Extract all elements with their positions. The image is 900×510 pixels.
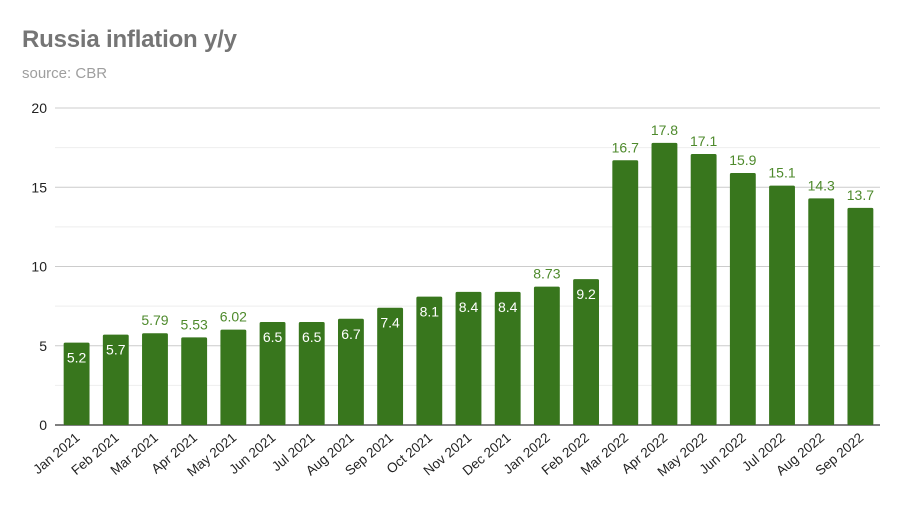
data-label: 5.7 xyxy=(106,342,126,358)
data-label: 8.4 xyxy=(459,299,479,315)
data-label: 15.9 xyxy=(729,152,756,168)
y-tick-label: 15 xyxy=(31,179,47,195)
data-label: 17.8 xyxy=(651,122,678,138)
data-labels: 5.2 5.7 5.79 5.53 6.02 6.5 6.5 6.7 7.4 8.1 8.4 8.4 8… xyxy=(67,122,874,366)
data-label: 5.53 xyxy=(181,316,208,332)
bar xyxy=(494,291,521,425)
bar xyxy=(220,329,247,425)
bar xyxy=(298,321,325,425)
data-label: 8.4 xyxy=(498,299,518,315)
y-tick-label: 5 xyxy=(39,338,47,354)
bar xyxy=(808,198,835,425)
bar xyxy=(63,342,90,425)
data-label: 6.02 xyxy=(220,309,247,325)
bar xyxy=(181,337,208,425)
bar xyxy=(533,286,560,425)
bar xyxy=(612,160,639,425)
bar xyxy=(377,307,404,425)
data-label: 16.7 xyxy=(612,139,639,155)
y-tick-label: 10 xyxy=(31,259,47,275)
data-label: 13.7 xyxy=(847,187,874,203)
bar xyxy=(142,333,168,425)
bar xyxy=(337,318,364,425)
data-label: 7.4 xyxy=(380,315,400,331)
data-label: 6.7 xyxy=(341,326,361,342)
bar xyxy=(573,279,600,425)
bar xyxy=(102,334,129,425)
y-tick-label: 0 xyxy=(39,417,47,433)
data-label: 8.73 xyxy=(533,266,560,282)
data-label: 15.1 xyxy=(768,165,795,181)
bar xyxy=(729,172,756,425)
data-label: 14.3 xyxy=(808,177,835,193)
bar xyxy=(769,185,795,425)
bar xyxy=(416,296,443,425)
bar xyxy=(259,321,286,425)
y-axis-ticks: 0 5 10 15 20 xyxy=(31,100,47,433)
data-label: 5.79 xyxy=(141,312,168,328)
data-label: 17.1 xyxy=(690,133,717,149)
bars xyxy=(63,142,874,425)
data-label: 9.2 xyxy=(576,286,596,302)
data-label: 5.2 xyxy=(67,350,87,366)
bar xyxy=(455,291,482,425)
bar xyxy=(651,142,678,425)
data-label: 8.1 xyxy=(420,304,440,320)
bar xyxy=(690,153,717,425)
data-label: 6.5 xyxy=(302,329,322,345)
bar xyxy=(847,207,874,425)
data-label: 6.5 xyxy=(263,329,283,345)
chart-subtitle: source: CBR xyxy=(22,65,108,82)
y-tick-label: 20 xyxy=(31,100,47,116)
chart-title: Russia inflation y/y xyxy=(22,26,237,53)
